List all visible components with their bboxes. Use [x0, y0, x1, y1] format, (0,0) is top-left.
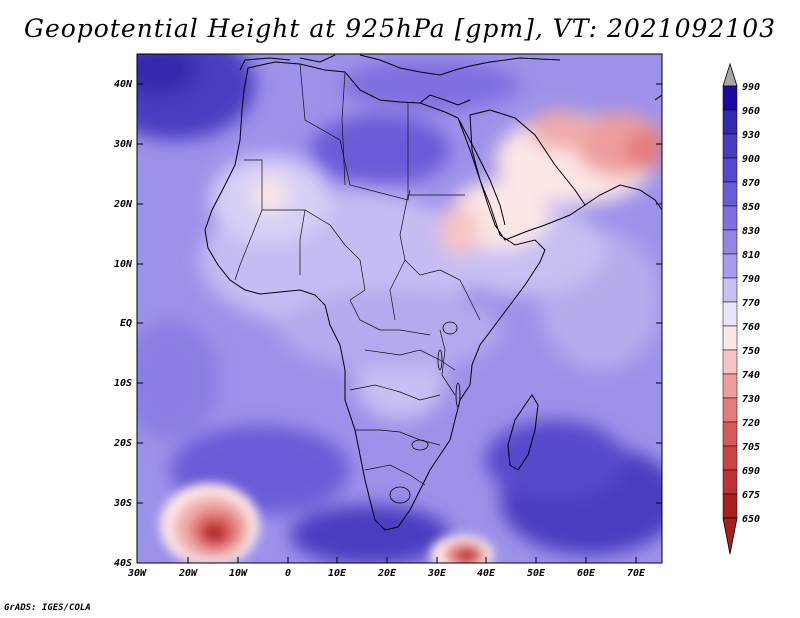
lat-label-10s: 10S: [114, 378, 132, 389]
lat-label-40s: 40S: [114, 558, 132, 569]
lon-label-10w: 10W: [229, 568, 248, 579]
colorbar-swatch-770: [722, 277, 738, 303]
height-field: [137, 54, 662, 563]
coastlines: [204, 54, 662, 531]
colorbar-label-930: 930: [742, 130, 760, 141]
colorbar-label-870: 870: [742, 178, 760, 189]
plot-frame: [136, 53, 663, 564]
asia-coastline: [584, 94, 662, 211]
map-title: Geopotential Height at 925hPa [gpm], VT:…: [23, 14, 777, 43]
lat-label-30s: 30S: [113, 498, 132, 509]
lat-label-20n: 20N: [113, 199, 133, 210]
colorbar-swatch-675: [722, 469, 738, 495]
lon-label-30w: 30W: [127, 568, 147, 579]
lat-label-30n: 30N: [113, 139, 133, 150]
colorbar-label-810: 810: [742, 250, 760, 261]
colorbar: 990 960 930 900 870 850 830 810 790 770 …: [722, 62, 760, 555]
lat-label-10n: 10N: [114, 259, 133, 270]
colorbar-label-690: 690: [742, 466, 760, 477]
colorbar-label-990: 990: [742, 82, 760, 93]
lon-label-30e: 30E: [427, 568, 447, 579]
colorbar-label-750: 750: [742, 346, 760, 357]
colorbar-swatch-930: [722, 109, 738, 135]
colorbar-swatch-750: [722, 325, 738, 351]
colorbar-swatch-740: [722, 349, 738, 375]
lon-label-20w: 20W: [178, 568, 198, 579]
country-borders: [234, 63, 481, 486]
lakes: [389, 321, 461, 504]
colorbar-top-arrow: [722, 62, 738, 87]
colorbar-swatch-730: [722, 373, 738, 399]
colorbar-swatch-790: [722, 253, 738, 279]
colorbar-label-850: 850: [742, 202, 760, 213]
lon-label-70e: 70E: [627, 568, 646, 579]
lon-label-10e: 10E: [328, 568, 347, 579]
lat-label-40n: 40N: [114, 79, 133, 90]
europe-coastline: [239, 54, 561, 76]
grads-credit: GrADS: IGES/COLA: [4, 603, 91, 613]
lon-label-0: 0: [285, 568, 291, 579]
colorbar-label-740: 740: [742, 370, 760, 381]
africa-coastline: [204, 61, 546, 531]
lon-label-50e: 50E: [527, 568, 546, 579]
colorbar-label-770: 770: [742, 298, 760, 309]
colorbar-label-760: 760: [742, 322, 760, 333]
colorbar-label-730: 730: [742, 394, 760, 405]
colorbar-label-830: 830: [742, 226, 760, 237]
colorbar-swatch-720: [722, 397, 738, 423]
colorbar-swatch-870: [722, 157, 738, 183]
colorbar-swatch-650: [722, 493, 738, 519]
madagascar-coastline: [507, 394, 539, 471]
colorbar-swatch-705: [722, 421, 738, 447]
colorbar-swatch-760: [722, 301, 738, 327]
longitude-axis: 30W 20W 10W 0 10E 20E 30E 40E 50E 60E 70…: [127, 557, 646, 579]
lon-label-20e: 20E: [377, 568, 397, 579]
lon-label-40e: 40E: [477, 568, 496, 579]
lon-label-60e: 60E: [577, 568, 596, 579]
colorbar-label-675: 675: [742, 490, 760, 501]
colorbar-label-720: 720: [742, 418, 760, 429]
arabia-coastline: [469, 109, 586, 241]
colorbar-label-705: 705: [742, 442, 760, 453]
colorbar-swatch-810: [722, 229, 738, 255]
colorbar-swatch-690: [722, 445, 738, 471]
colorbar-swatch-960: [722, 85, 738, 111]
colorbar-swatch-900: [722, 133, 738, 159]
lat-label-eq: EQ: [120, 318, 132, 329]
lat-label-20s: 20S: [113, 438, 132, 449]
latitude-axis: 40N 30N 20N 10N EQ 10S 20S 30S 40S: [113, 79, 662, 569]
colorbar-swatch-830: [722, 205, 738, 231]
colorbar-label-650: 650: [742, 514, 760, 525]
colorbar-label-960: 960: [742, 106, 760, 117]
colorbar-label-900: 900: [742, 154, 760, 165]
colorbar-swatch-850: [722, 181, 738, 207]
colorbar-bottom-arrow: [722, 517, 738, 555]
colorbar-label-790: 790: [742, 274, 760, 285]
